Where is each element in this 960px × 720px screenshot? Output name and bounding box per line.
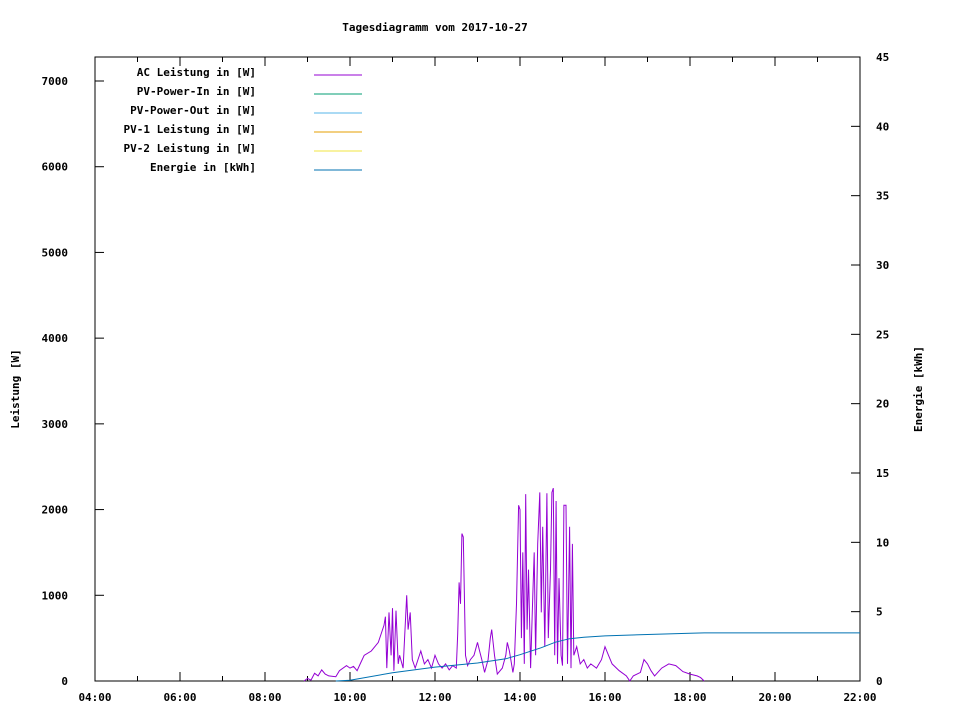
x-tick-label: 18:00 (673, 691, 706, 704)
y2-tick-label: 40 (876, 120, 889, 133)
y2-tick-label: 5 (876, 606, 883, 619)
series-lines (303, 487, 860, 682)
y-tick-label: 2000 (42, 504, 69, 517)
y-tick-label: 1000 (42, 589, 69, 602)
legend: AC Leistung in [W] PV-Power-In in [W] PV-P… (124, 66, 362, 174)
x-tick-label: 16:00 (588, 691, 621, 704)
y2-tick-label: 25 (876, 328, 889, 341)
y-tick-label: 3000 (42, 418, 69, 431)
series-line-ac (303, 487, 705, 682)
y-axis-label: Leistung [W] (9, 349, 22, 428)
x-tick-label: 20:00 (758, 691, 791, 704)
y-tick-label: 7000 (42, 75, 69, 88)
x-tick-label: 10:00 (333, 691, 366, 704)
y-tick-label: 5000 (42, 246, 69, 259)
y2-tick-label: 10 (876, 536, 889, 549)
y-tick-label: 0 (61, 675, 68, 688)
x-tick-label: 08:00 (248, 691, 281, 704)
y-tick-label: 6000 (42, 161, 69, 174)
y2-axis-label: Energie [kWh] (912, 346, 925, 432)
y2-tick-label: 0 (876, 675, 883, 688)
legend-label: PV-1 Leistung in [W] (124, 123, 256, 136)
legend-label: Energie in [kWh] (150, 161, 256, 174)
x-tick-label: 04:00 (78, 691, 111, 704)
x-tick-label: 22:00 (843, 691, 876, 704)
legend-label: PV-Power-In in [W] (137, 85, 256, 98)
y-tick-label: 4000 (42, 332, 69, 345)
series-line-energie (335, 632, 860, 682)
y2-tick-label: 35 (876, 190, 889, 203)
legend-label: AC Leistung in [W] (137, 66, 256, 79)
legend-label: PV-2 Leistung in [W] (124, 142, 256, 155)
y2-tick-label: 15 (876, 467, 889, 480)
y2-tick-label: 45 (876, 51, 889, 64)
axis-ticks: 04:00 06:00 08:00 10:00 12:00 14:00 16:00 18:00… (42, 51, 890, 704)
y2-tick-label: 30 (876, 259, 889, 272)
legend-label: PV-Power-Out in [W] (130, 104, 256, 117)
chart-title: Tagesdiagramm vom 2017-10-27 (342, 21, 527, 34)
x-tick-label: 14:00 (503, 691, 536, 704)
x-tick-label: 06:00 (163, 691, 196, 704)
y2-tick-label: 20 (876, 398, 889, 411)
x-tick-label: 12:00 (418, 691, 451, 704)
